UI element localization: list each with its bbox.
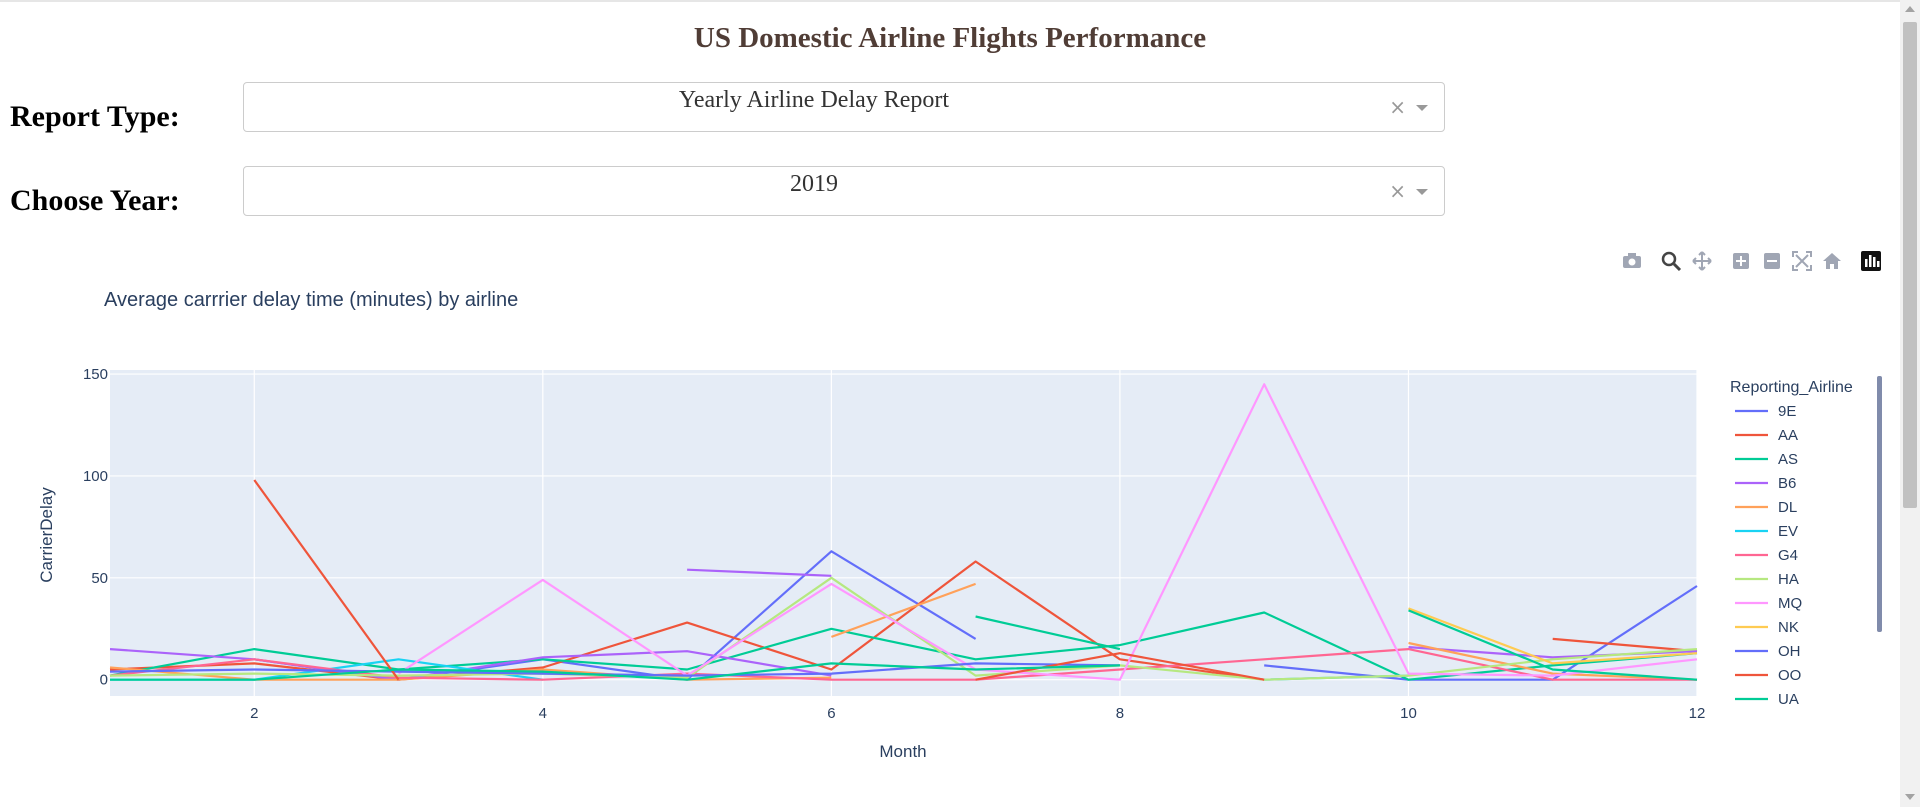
plot-area[interactable] xyxy=(110,370,1697,696)
y-axis-title: CarrierDelay xyxy=(37,487,56,583)
x-tick-label: 8 xyxy=(1116,705,1124,722)
legend-label: B6 xyxy=(1778,475,1796,492)
year-dropdown[interactable]: 2019 × xyxy=(243,166,1445,216)
clear-icon[interactable]: × xyxy=(1389,179,1406,203)
zoom-in-icon[interactable] xyxy=(1733,253,1749,269)
legend-label: G4 xyxy=(1778,547,1798,564)
page-title: US Domestic Airline Flights Performance xyxy=(693,22,1207,54)
legend-item-oh[interactable]: OH xyxy=(1735,643,1801,660)
report-type-dropdown[interactable]: Yearly Airline Delay Report × xyxy=(243,82,1445,132)
camera-icon[interactable] xyxy=(1623,253,1641,268)
clear-icon[interactable]: × xyxy=(1389,95,1406,119)
x-tick-label: 2 xyxy=(250,705,258,722)
legend-item-g4[interactable]: G4 xyxy=(1735,547,1798,564)
x-axis-title: Month xyxy=(879,742,926,761)
page-scrollbar[interactable] xyxy=(1900,0,1920,807)
series-line-ua xyxy=(110,609,1698,681)
series-lines xyxy=(109,383,1698,681)
legend-item-nk[interactable]: NK xyxy=(1735,619,1799,636)
series-line-nk xyxy=(1408,607,1698,665)
axes: 0 50 100 150 2 4 6 8 10 12 xyxy=(83,366,1705,722)
legend-label: OO xyxy=(1778,667,1801,684)
top-border xyxy=(0,0,1900,2)
chart-title: Average carrrier delay time (minutes) by… xyxy=(104,289,518,311)
legend-title: Reporting_Airline xyxy=(1730,379,1853,396)
legend-label: MQ xyxy=(1778,595,1802,612)
zoom-out-icon[interactable] xyxy=(1764,253,1780,269)
legend-label: EV xyxy=(1778,523,1798,540)
legend-label: NK xyxy=(1778,619,1799,636)
plot-modebar[interactable] xyxy=(1623,251,1881,272)
legend[interactable]: Reporting_Airline 9E AA AS B6 DL EV G4 HA MQ NK OH… xyxy=(1730,379,1853,708)
series-line-oo xyxy=(253,479,1265,681)
legend-item-b6[interactable]: B6 xyxy=(1735,475,1796,492)
zoom-icon[interactable] xyxy=(1661,251,1682,272)
scroll-up-arrow-icon[interactable] xyxy=(1905,6,1915,12)
legend-item-mq[interactable]: MQ xyxy=(1735,595,1802,612)
x-tick-label: 12 xyxy=(1689,705,1706,722)
legend-item-9e[interactable]: 9E xyxy=(1735,403,1796,420)
legend-label: HA xyxy=(1778,571,1799,588)
scroll-down-arrow-icon[interactable] xyxy=(1905,794,1915,800)
year-label: Choose Year: xyxy=(10,184,180,217)
y-tick-label: 150 xyxy=(83,366,108,383)
x-tick-label: 4 xyxy=(539,705,547,722)
y-tick-label: 100 xyxy=(83,468,108,485)
series-line-mq xyxy=(397,383,1698,681)
legend-item-ua[interactable]: UA xyxy=(1735,691,1799,708)
legend-label: 9E xyxy=(1778,403,1796,420)
legend-item-ev[interactable]: EV xyxy=(1735,523,1798,540)
plotly-logo-icon[interactable] xyxy=(1861,251,1881,271)
chevron-down-icon[interactable] xyxy=(1416,105,1428,111)
x-tick-label: 10 xyxy=(1400,705,1417,722)
legend-item-oo[interactable]: OO xyxy=(1735,667,1801,684)
legend-label: AS xyxy=(1778,451,1798,468)
report-type-value: Yearly Airline Delay Report xyxy=(678,87,950,113)
series-line-aa xyxy=(109,560,1698,681)
legend-scrollbar[interactable] xyxy=(1877,376,1882,632)
reset-axes-icon[interactable] xyxy=(1823,253,1841,269)
legend-label: UA xyxy=(1778,691,1799,708)
legend-item-aa[interactable]: AA xyxy=(1735,427,1798,444)
legend-label: DL xyxy=(1778,499,1797,516)
y-tick-label: 0 xyxy=(100,672,108,689)
series-line-as xyxy=(109,611,1698,681)
autoscale-icon[interactable] xyxy=(1792,251,1812,271)
chevron-down-icon[interactable] xyxy=(1416,189,1428,195)
scrollbar-thumb[interactable] xyxy=(1903,22,1917,508)
legend-label: OH xyxy=(1778,643,1801,660)
legend-label: AA xyxy=(1778,427,1798,444)
report-type-label: Report Type: xyxy=(10,100,180,133)
legend-item-dl[interactable]: DL xyxy=(1735,499,1797,516)
legend-item-as[interactable]: AS xyxy=(1735,451,1798,468)
legend-item-ha[interactable]: HA xyxy=(1735,571,1799,588)
delay-line-chart[interactable]: 0 50 100 150 2 4 6 8 10 12 Average carrrier delay… xyxy=(0,240,1900,780)
x-tick-label: 6 xyxy=(827,705,835,722)
y-tick-label: 50 xyxy=(91,570,108,587)
year-value: 2019 xyxy=(790,171,838,197)
pan-icon[interactable] xyxy=(1692,251,1712,271)
